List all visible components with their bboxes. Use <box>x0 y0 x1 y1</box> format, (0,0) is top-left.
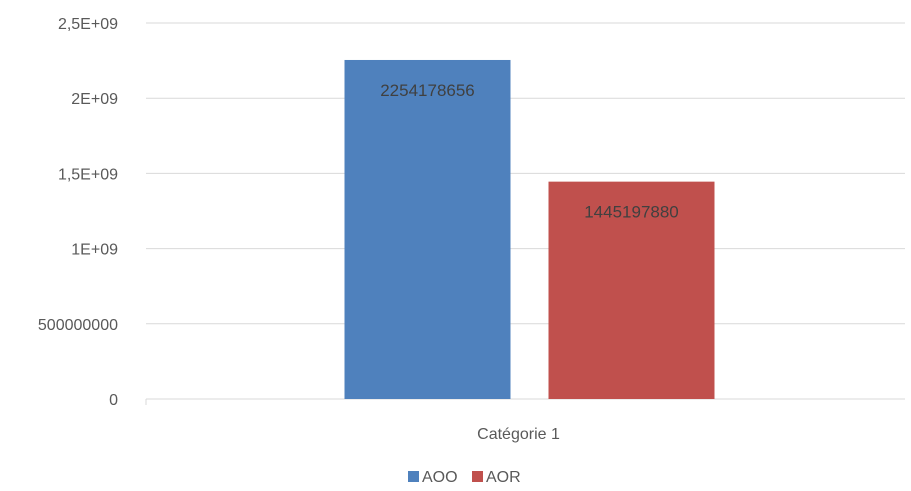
bar-aoo <box>344 59 511 400</box>
bar-aor <box>548 181 715 399</box>
data-label-aoo: 2254178656 <box>380 81 475 100</box>
y-tick-label: 1E+09 <box>71 242 118 259</box>
legend-label-aoo: AOO <box>422 469 458 486</box>
gridlines <box>145 22 905 405</box>
data-labels: 2254178656 1445197880 <box>380 81 679 222</box>
data-label-aor: 1445197880 <box>584 203 679 222</box>
y-tick-label: 0 <box>109 392 118 409</box>
bars <box>344 59 715 400</box>
legend-swatch-aor <box>472 471 483 482</box>
y-tick-label: 2,5E+09 <box>58 16 118 33</box>
y-tick-label: 2E+09 <box>71 91 118 108</box>
y-tick-label: 1,5E+09 <box>58 166 118 183</box>
legend-swatch-aoo <box>408 471 419 482</box>
legend-label-aor: AOR <box>486 469 521 486</box>
x-axis-category-label: Catégorie 1 <box>477 426 560 443</box>
y-axis-tick-labels: 0 500000000 1E+09 1,5E+09 2E+09 2,5E+09 <box>38 16 118 409</box>
y-tick-label: 500000000 <box>38 317 118 334</box>
legend: AOO AOR <box>408 469 521 486</box>
